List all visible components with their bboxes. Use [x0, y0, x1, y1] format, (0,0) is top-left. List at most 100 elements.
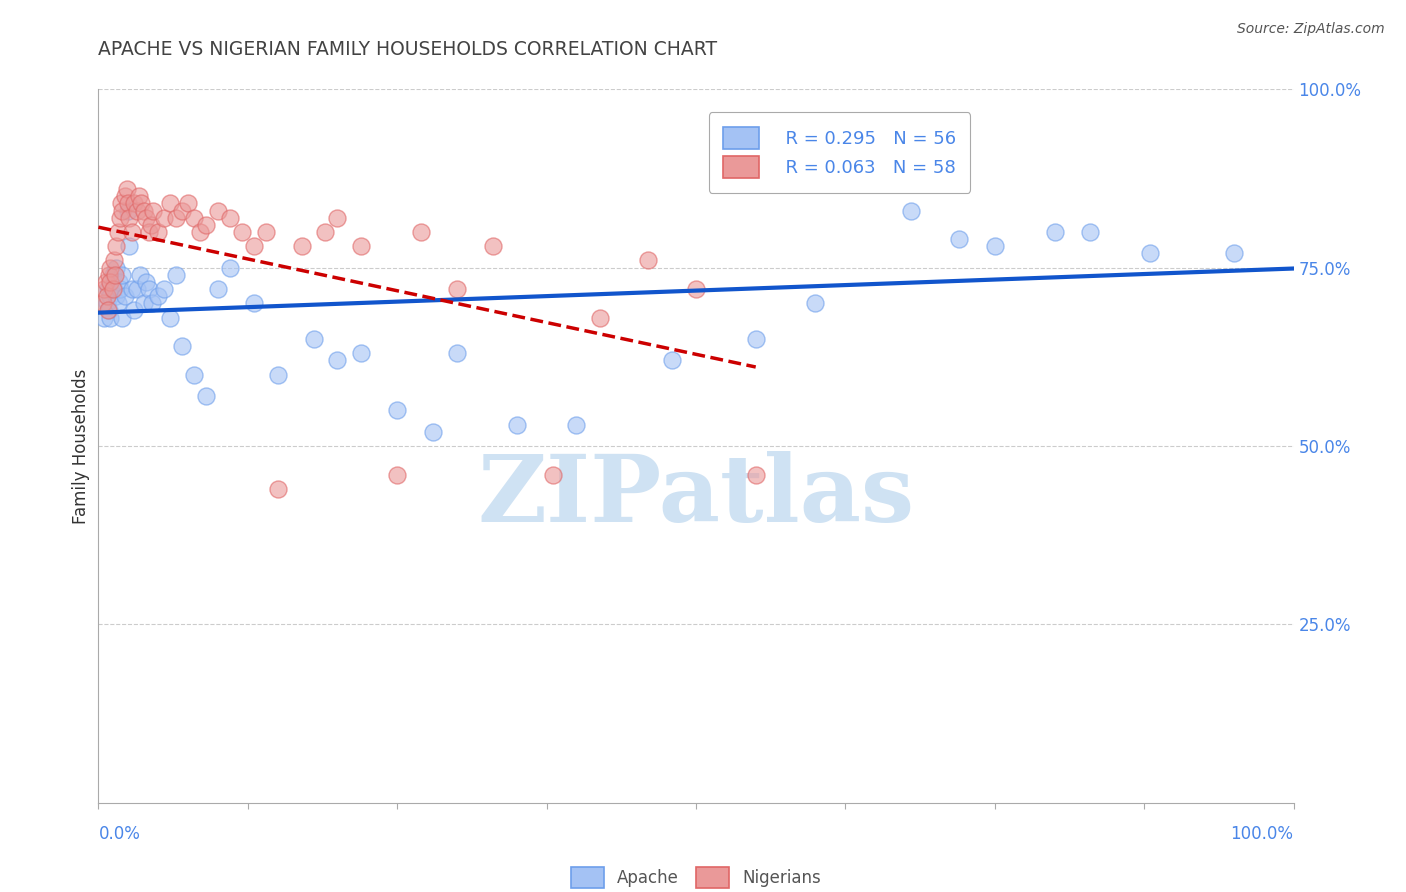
Point	[411, 225, 433, 239]
Point	[114, 289, 136, 303]
Point	[804, 296, 827, 310]
Text: APACHE VS NIGERIAN FAMILY HOUSEHOLDS CORRELATION CHART: APACHE VS NIGERIAN FAMILY HOUSEHOLDS COR…	[98, 40, 717, 59]
Point	[385, 403, 409, 417]
Point	[637, 253, 659, 268]
Point	[685, 282, 707, 296]
Point	[207, 203, 229, 218]
Point	[863, 175, 887, 189]
Point	[984, 239, 1007, 253]
Point	[132, 296, 155, 310]
Point	[108, 211, 131, 225]
Legend: Apache, Nigerians: Apache, Nigerians	[564, 861, 828, 892]
Point	[481, 239, 505, 253]
Point	[350, 346, 373, 360]
Point	[111, 310, 134, 325]
Point	[125, 203, 148, 218]
Point	[188, 225, 211, 239]
Point	[177, 196, 200, 211]
Point	[267, 368, 290, 382]
Point	[153, 211, 176, 225]
Point	[207, 282, 229, 296]
Point	[101, 268, 124, 282]
Point	[103, 253, 125, 268]
Point	[105, 239, 128, 253]
Point	[96, 296, 118, 310]
Point	[117, 196, 139, 211]
Point	[138, 282, 160, 296]
Point	[98, 268, 121, 282]
Point	[291, 239, 314, 253]
Point	[108, 282, 131, 296]
Point	[165, 268, 187, 282]
Point	[121, 282, 143, 296]
Point	[139, 218, 162, 232]
Point	[97, 282, 120, 296]
Point	[350, 239, 373, 253]
Point	[98, 310, 122, 325]
Point	[131, 196, 153, 211]
Point	[243, 239, 266, 253]
Point	[326, 211, 349, 225]
Point	[94, 275, 117, 289]
Point	[118, 239, 141, 253]
Point	[159, 196, 181, 211]
Point	[1222, 246, 1246, 260]
Point	[1139, 246, 1161, 260]
Point	[97, 303, 120, 318]
Point	[107, 225, 129, 239]
Point	[231, 225, 253, 239]
Point	[135, 211, 157, 225]
Point	[254, 225, 277, 239]
Point	[745, 332, 768, 346]
Point	[96, 289, 118, 303]
Point	[110, 196, 132, 211]
Point	[506, 417, 529, 432]
Point	[93, 310, 115, 325]
Point	[114, 189, 136, 203]
Point	[117, 203, 139, 218]
Point	[128, 189, 150, 203]
Text: Source: ZipAtlas.com: Source: ZipAtlas.com	[1237, 22, 1385, 37]
Point	[948, 232, 970, 246]
Point	[1043, 225, 1066, 239]
Point	[148, 289, 170, 303]
Point	[124, 196, 146, 211]
Point	[745, 467, 768, 482]
Point	[385, 467, 409, 482]
Point	[91, 296, 114, 310]
Point	[111, 268, 134, 282]
Point	[194, 389, 218, 403]
Point	[172, 339, 194, 353]
Point	[422, 425, 444, 439]
Point	[115, 182, 138, 196]
Point	[101, 282, 124, 296]
Point	[153, 282, 176, 296]
Point	[326, 353, 349, 368]
Point	[129, 268, 152, 282]
Point	[183, 368, 205, 382]
Point	[124, 303, 146, 318]
Point	[98, 289, 122, 303]
Point	[541, 467, 564, 482]
Point	[1080, 225, 1102, 239]
Point	[135, 275, 157, 289]
Point	[98, 303, 121, 318]
Point	[132, 203, 155, 218]
Point	[589, 310, 612, 325]
Point	[446, 346, 468, 360]
Point	[111, 203, 134, 218]
Point	[104, 268, 127, 282]
Point	[267, 482, 290, 496]
Point	[103, 282, 125, 296]
Point	[148, 225, 170, 239]
Point	[900, 203, 922, 218]
Point	[159, 310, 181, 325]
Y-axis label: Family Households: Family Households	[72, 368, 90, 524]
Text: ZIPatlas: ZIPatlas	[478, 451, 914, 541]
Point	[107, 296, 129, 310]
Point	[183, 211, 205, 225]
Point	[107, 275, 129, 289]
Point	[302, 332, 325, 346]
Point	[165, 211, 187, 225]
Point	[125, 282, 148, 296]
